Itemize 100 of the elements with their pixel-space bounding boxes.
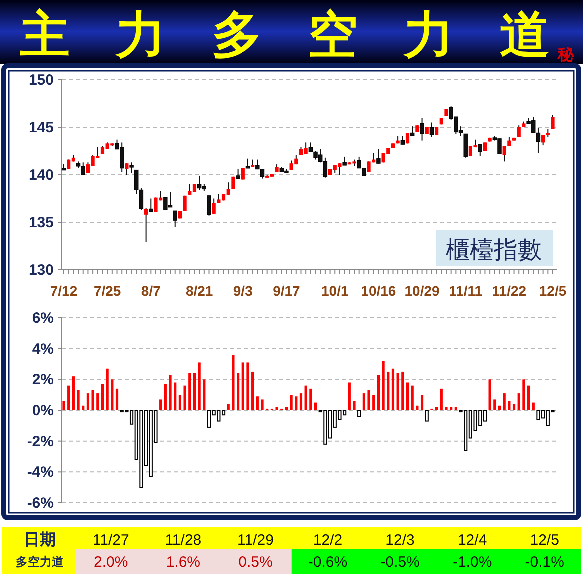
- candlestick: [207, 195, 212, 216]
- text: 日期: [24, 531, 56, 549]
- bar: [198, 362, 201, 410]
- candlestick: [430, 122, 434, 138]
- data-label: -0.1%: [525, 554, 564, 571]
- bar: [300, 394, 303, 410]
- bar: [314, 402, 318, 410]
- data-label: -0.6%: [308, 554, 348, 571]
- bar: [164, 384, 167, 410]
- bar: [203, 380, 206, 410]
- bar: [86, 394, 90, 410]
- candlestick: [420, 118, 424, 142]
- bar: [256, 396, 259, 410]
- bar: [372, 395, 376, 410]
- bar: [411, 386, 414, 410]
- bar: [285, 407, 288, 410]
- bar: [508, 401, 511, 410]
- bar: [532, 402, 535, 410]
- bar: [402, 372, 404, 410]
- category-label: 11/28: [165, 532, 202, 549]
- y-tick-label: -2%: [27, 433, 54, 450]
- x-tick-label: 7/12: [50, 283, 78, 299]
- y-tick-label: 135: [28, 214, 54, 232]
- bar: [227, 404, 230, 410]
- bar: [62, 401, 66, 410]
- category-label: 12/2: [313, 532, 343, 549]
- category-label: 11/27: [92, 532, 130, 549]
- y-tick-label: 4%: [32, 340, 54, 358]
- y-tick-label: 2%: [32, 372, 54, 389]
- bar: [276, 407, 278, 410]
- bar: [232, 355, 235, 410]
- bar: [77, 390, 80, 410]
- bar: [310, 388, 312, 410]
- bar: [304, 386, 308, 410]
- candlestick: [173, 210, 178, 228]
- bar: [348, 382, 351, 410]
- bar: [188, 374, 192, 410]
- annotation: 櫃檯指數: [446, 237, 542, 264]
- bar: [436, 407, 438, 410]
- category-label: 11/29: [237, 532, 274, 549]
- bar: [116, 388, 119, 410]
- bar: [178, 395, 182, 410]
- bar: [68, 386, 70, 410]
- bar: [454, 407, 458, 410]
- x-tick-label: 11/22: [492, 283, 527, 299]
- x-tick-label: 10/29: [404, 283, 440, 299]
- bar: [527, 386, 530, 410]
- bar: [261, 400, 264, 410]
- bar: [353, 401, 356, 410]
- bar: [368, 390, 370, 410]
- category-label: 12/4: [458, 532, 488, 549]
- x-tick-label: 12/5: [539, 283, 567, 299]
- candlestick: [149, 198, 154, 213]
- bar: [160, 400, 162, 410]
- candlestick: [551, 114, 555, 130]
- bar: [92, 390, 94, 410]
- candlestick: [464, 134, 468, 158]
- bar: [425, 410, 429, 422]
- data-label: 0.5%: [238, 554, 273, 571]
- bar: [358, 410, 362, 418]
- chart-subtitle: 秘: [557, 46, 575, 64]
- x-tick-label: 11/11: [449, 283, 483, 299]
- x-tick-label: 10/1: [322, 283, 349, 299]
- x-tick-label: 8/7: [141, 283, 162, 299]
- bar: [396, 374, 400, 410]
- bar: [498, 406, 502, 410]
- bar: [445, 407, 448, 410]
- bar: [72, 376, 75, 410]
- candlestick: [478, 144, 482, 156]
- bar: [362, 394, 366, 410]
- bar: [295, 396, 298, 410]
- x-tick-label: 9/3: [233, 283, 254, 299]
- candlestick: [130, 162, 134, 174]
- x-tick-label: 8/21: [186, 283, 214, 299]
- bar: [416, 406, 419, 410]
- bar: [522, 380, 526, 410]
- data-label: -0.5%: [380, 554, 420, 571]
- y-tick-label: 130: [28, 262, 54, 279]
- bar: [382, 361, 385, 410]
- candlestick: [410, 126, 415, 137]
- y-tick-label: 145: [28, 120, 54, 136]
- bar: [252, 372, 254, 410]
- bar: [512, 404, 516, 410]
- x-tick-label: 10/16: [361, 283, 396, 299]
- bar: [236, 374, 240, 410]
- bar: [106, 368, 109, 410]
- bar: [420, 395, 424, 410]
- bar: [174, 382, 177, 410]
- y-tick-label: -4%: [27, 464, 54, 482]
- category-label: 12/3: [386, 532, 415, 549]
- x-tick-label: 7/25: [94, 283, 122, 299]
- y-tick-label: -6%: [27, 495, 54, 512]
- y-tick-label: 150: [28, 72, 54, 89]
- data-label: 2.0%: [94, 554, 128, 571]
- bar: [406, 382, 410, 410]
- bar: [169, 375, 172, 410]
- bar: [488, 380, 492, 410]
- bar: [518, 394, 520, 410]
- category-label: 12/5: [530, 532, 560, 549]
- bar: [440, 388, 443, 410]
